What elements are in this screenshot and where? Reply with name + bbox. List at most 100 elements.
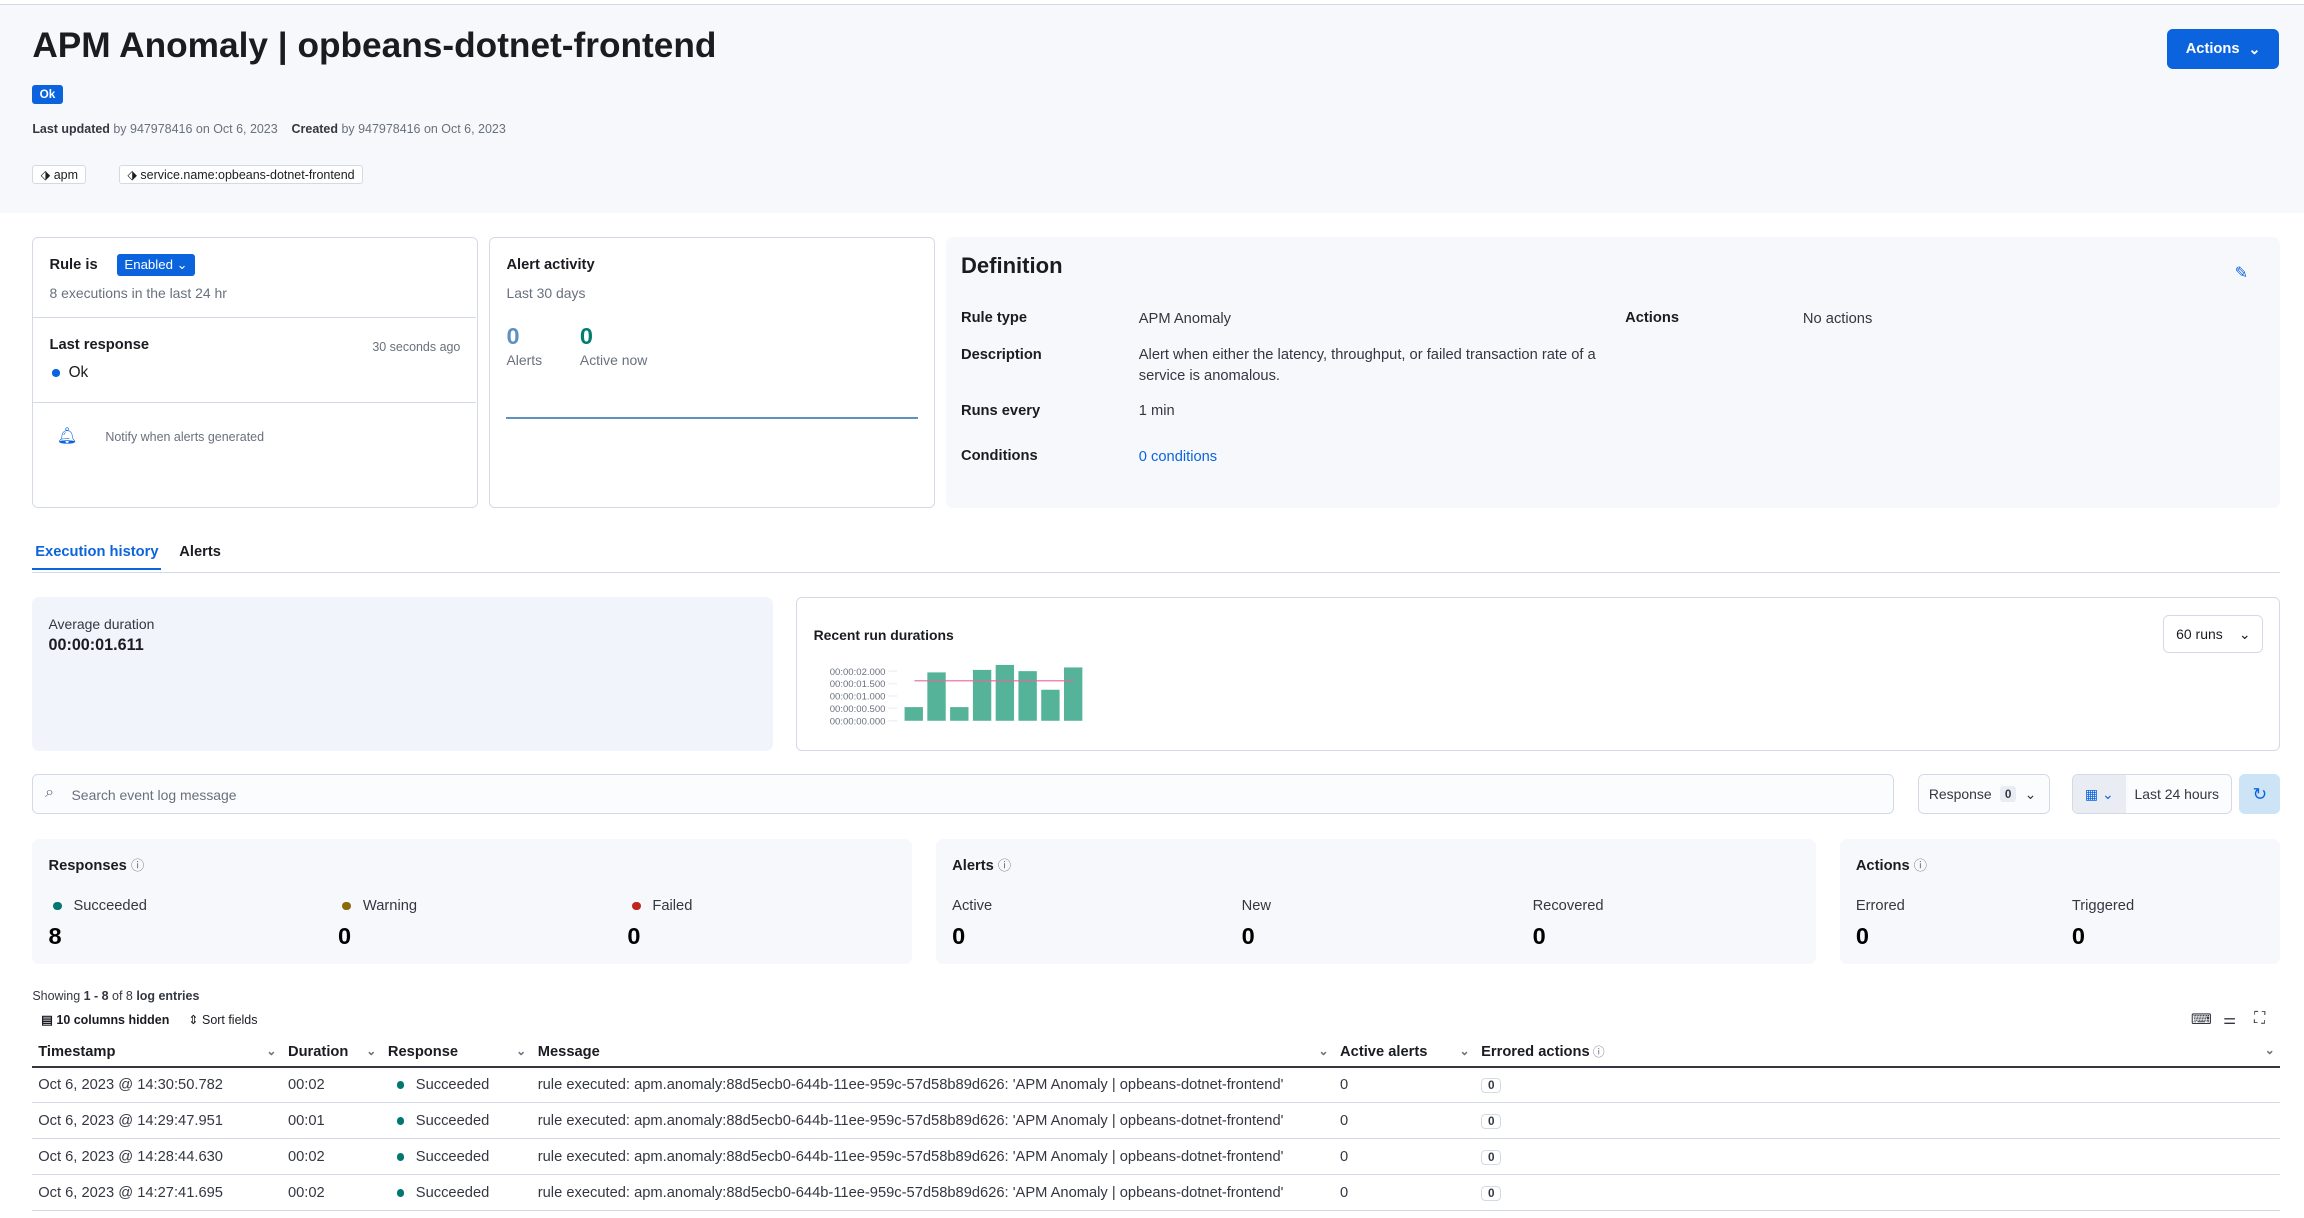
stat-value-active: 0 — [952, 922, 966, 949]
column-header[interactable]: Errored actions ⓘ ⌄ — [1475, 1037, 2281, 1068]
stat-label-errored: Errored — [1855, 897, 1905, 914]
status-dot — [396, 1153, 405, 1161]
fullscreen-icon[interactable]: ⛶ — [2254, 1009, 2266, 1028]
tag-icon: ⬗ — [127, 168, 137, 183]
table-cell: rule executed: apm.anomaly:88d5ecb0-644b… — [531, 1138, 1335, 1176]
stat-value-failed: 0 — [627, 922, 641, 949]
alerts-count: 0 — [506, 322, 520, 349]
rule-type-label: Rule type — [960, 310, 1028, 327]
tag-apm[interactable]: ⬗ apm — [32, 164, 87, 184]
tab-execution-history[interactable]: Execution history — [32, 544, 162, 571]
page-header — [0, 4, 2304, 214]
calendar-icon[interactable]: ▦ ⌄ — [2072, 775, 2126, 814]
refresh-button[interactable]: ↻ — [2239, 774, 2281, 815]
table-cell: 0 — [1334, 1174, 1476, 1212]
date-picker[interactable]: ▦ ⌄ Last 24 hours — [2071, 774, 2232, 815]
actions-button[interactable]: Actions ⌄ — [2167, 29, 2280, 70]
last-updated-label: Last updated — [32, 121, 110, 136]
chevron-down-icon[interactable]: ⌄ — [1318, 1044, 1329, 1058]
table-cell: 00:02 — [282, 1138, 382, 1176]
status-badge: Ok — [32, 85, 63, 105]
response-filter[interactable]: Response 0 ⌄ — [1917, 774, 2050, 815]
column-header[interactable]: Active alerts ⌄ — [1334, 1037, 1476, 1068]
columns-icon: ▤ — [41, 1013, 53, 1028]
table-cell: rule executed: apm.anomaly:88d5ecb0-644b… — [531, 1174, 1335, 1212]
runs-count-select[interactable]: 60 runs ⌄ — [2163, 615, 2264, 654]
response-filter-label: Response — [1928, 786, 1992, 803]
table-cell: rule executed: apm.anomaly:88d5ecb0-644b… — [531, 1102, 1335, 1140]
duration-bar[interactable] — [1018, 671, 1037, 721]
chevron-down-icon: ⌄ — [2248, 41, 2261, 58]
duration-bar[interactable] — [927, 672, 946, 721]
created-label: Created — [291, 121, 338, 136]
search-input[interactable]: ⌕ Search event log message — [32, 774, 1895, 815]
tag-service[interactable]: ⬗ service.name:opbeans-dotnet-frontend — [119, 164, 363, 184]
status-dot — [396, 1117, 405, 1125]
tabs-divider — [32, 571, 2281, 573]
tab-alerts[interactable]: Alerts — [179, 543, 221, 560]
duration-bar[interactable] — [904, 707, 924, 721]
rule-is-label: Rule is — [49, 256, 98, 273]
table-cell: Succeeded — [382, 1138, 532, 1176]
alert-activity-panel: Alert activity Last 30 days 0 Alerts 0 A… — [489, 236, 935, 509]
table-cell: Oct 6, 2023 @ 14:27:41.695 — [32, 1174, 283, 1212]
column-header[interactable]: Duration ⌄ — [282, 1037, 382, 1068]
responses-panel: Responses ⓘ Succeeded 8 Warning 0 Failed 0 — [32, 839, 913, 964]
sort-fields-button[interactable]: ⇕ Sort fields — [188, 1013, 258, 1028]
y-tick-label: 00:00:01.500 — [830, 679, 886, 690]
notify-text: Notify when alerts generated — [105, 430, 265, 445]
column-header[interactable]: Timestamp ⌄ — [32, 1037, 283, 1068]
executions-text: 8 executions in the last 24 hr — [49, 284, 227, 301]
active-count: 0 — [579, 322, 593, 349]
duration-bar[interactable] — [950, 707, 969, 721]
chevron-down-icon[interactable]: ⌄ — [366, 1044, 377, 1058]
y-tick-label: 00:00:02.000 — [830, 667, 886, 678]
conditions-link[interactable]: 0 conditions — [1138, 448, 1218, 465]
duration-bar[interactable] — [1064, 667, 1083, 721]
actions-stats-panel: Actions ⓘ Errored 0 Triggered 0 — [1839, 839, 2281, 964]
divider — [33, 402, 476, 403]
table-cell: Oct 6, 2023 @ 14:30:50.782 — [32, 1066, 283, 1104]
actions-label: Actions — [2185, 41, 2240, 58]
duration-bar[interactable] — [995, 665, 1015, 721]
status-dot — [631, 901, 641, 911]
table-cell: rule executed: apm.anomaly:88d5ecb0-644b… — [531, 1066, 1335, 1104]
chevron-down-icon[interactable]: ⌄ — [516, 1044, 526, 1058]
duration-bar[interactable] — [972, 670, 992, 721]
rule-enabled-dropdown[interactable]: Enabled ⌄ — [117, 253, 196, 276]
column-header[interactable]: Response ⌄ — [382, 1037, 532, 1068]
runs-every-label: Runs every — [960, 402, 1041, 419]
chevron-down-icon[interactable]: ⌄ — [1459, 1044, 1470, 1058]
refresh-icon: ↻ — [2252, 783, 2268, 804]
stat-value-triggered: 0 — [2071, 922, 2085, 949]
alert-activity-title: Alert activity — [506, 256, 595, 273]
conditions-label: Conditions — [960, 448, 1038, 465]
table-cell: 0 — [1334, 1138, 1476, 1176]
alerts-stats-panel: Alerts ⓘ Active 0 New 0 Recovered 0 — [936, 839, 1817, 964]
help-icon: ⓘ — [1913, 858, 1927, 874]
chevron-down-icon[interactable]: ⌄ — [2264, 1044, 2275, 1058]
column-header[interactable]: Message ⌄ — [531, 1037, 1335, 1068]
display-settings-icon[interactable]: ⚌ — [2223, 1011, 2237, 1028]
table-cell: Oct 6, 2023 @ 14:29:47.951 — [32, 1102, 283, 1140]
status-dot — [52, 369, 60, 377]
y-tick-label: 00:00:01.000 — [830, 692, 886, 703]
stat-label-recovered: Recovered — [1532, 897, 1604, 914]
recent-runs-title: Recent run durations — [813, 626, 954, 643]
keyboard-icon[interactable]: ⌨ — [2190, 1011, 2213, 1028]
search-placeholder: Search event log message — [71, 787, 237, 804]
page-title: APM Anomaly | opbeans-dotnet-frontend — [32, 26, 717, 66]
stat-label-new: New — [1241, 897, 1272, 914]
alert-activity-period: Last 30 days — [506, 284, 586, 301]
stat-label-succeeded: Succeeded — [52, 898, 147, 914]
chevron-down-icon[interactable]: ⌄ — [266, 1044, 277, 1058]
edit-pencil-icon[interactable]: ✎ — [2234, 264, 2249, 282]
duration-bar[interactable] — [1041, 689, 1060, 721]
chevron-down-icon: ⌄ — [2238, 625, 2251, 642]
y-tick-label: 00:00:00.000 — [830, 717, 886, 728]
rule-type-value: APM Anomaly — [1138, 310, 1232, 327]
created-text: by 947978416 on Oct 6, 2023 — [341, 121, 506, 136]
stat-value-warning: 0 — [337, 922, 352, 949]
columns-hidden-button[interactable]: ▤ 10 columns hidden — [41, 1013, 170, 1028]
table-row: Oct 6, 2023 @ 14:30:50.782 00:02 Succeeded… — [32, 1066, 2281, 1104]
